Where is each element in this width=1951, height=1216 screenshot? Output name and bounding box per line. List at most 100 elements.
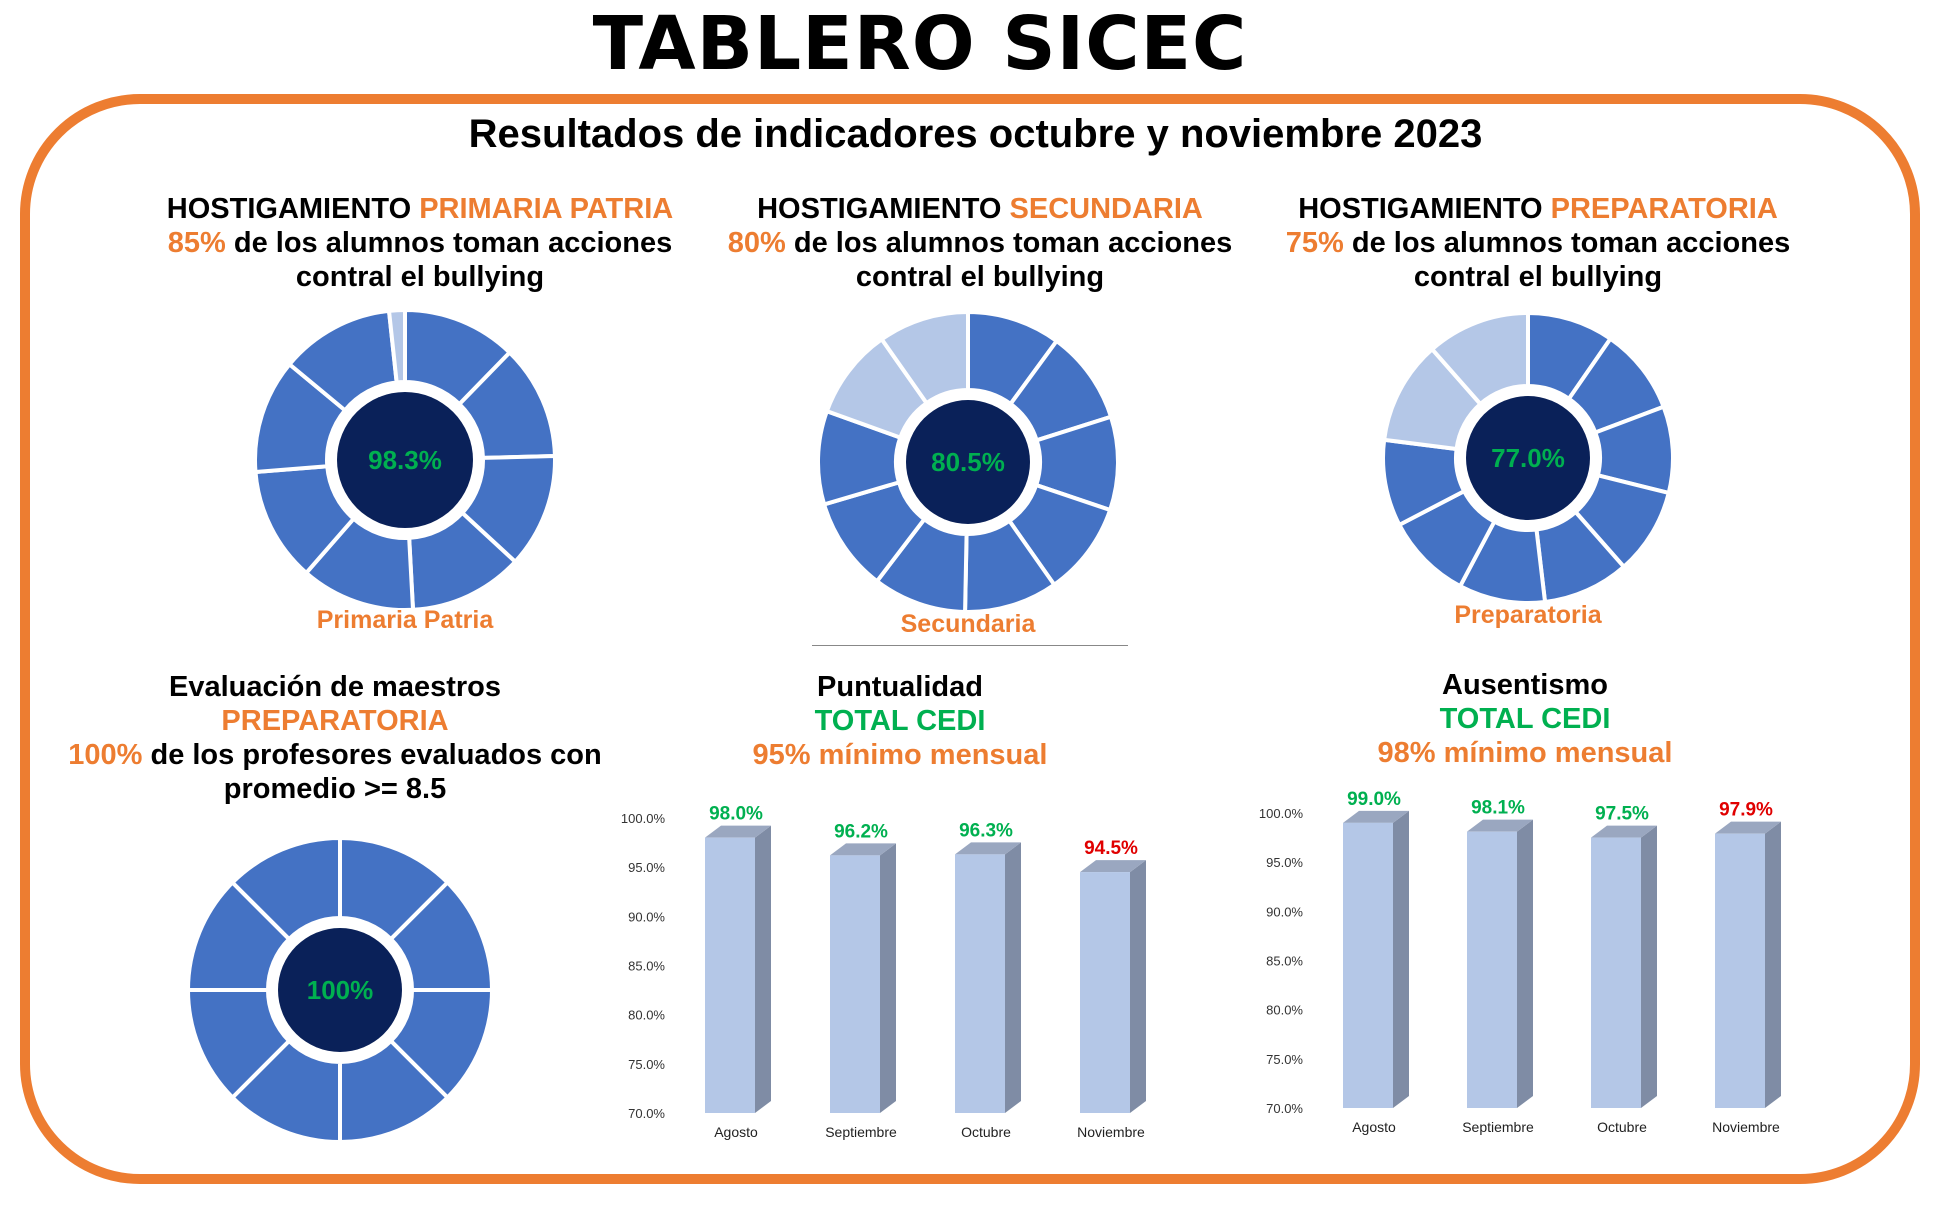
preparatoria-heading: HOSTIGAMIENTO: [1298, 193, 1551, 225]
donut-segment: [229, 835, 342, 942]
preparatoria-text: de los alumnos toman acciones: [1343, 227, 1791, 259]
bar-top: [1467, 819, 1533, 832]
dashboard-frame: [20, 94, 1920, 1184]
donut-center: [278, 928, 402, 1052]
data-label: 98.0%: [709, 804, 763, 825]
donut-remaining-segment: [386, 307, 407, 385]
donut-label: Primaria Patria: [317, 606, 495, 634]
donut-center: [337, 392, 473, 528]
maestros-heading-accent: PREPARATORIA: [221, 705, 449, 737]
secundaria-donut: 80.5% Secundaria: [816, 309, 1120, 638]
preparatoria-text-2: contral el bullying: [1413, 261, 1663, 293]
puntualidad-subheading: TOTAL CEDI: [814, 705, 986, 737]
y-tick-label: 90.0%: [628, 909, 665, 924]
bar-side: [1641, 825, 1657, 1108]
bar: [1343, 822, 1393, 1108]
y-tick-label: 85.0%: [1266, 954, 1303, 969]
data-label: 96.3%: [959, 820, 1013, 841]
preparatoria-heading-accent: PREPARATORIA: [1550, 193, 1778, 225]
data-label: 96.2%: [834, 821, 888, 842]
secundaria-heading-accent: SECUNDARIA: [1009, 193, 1203, 225]
y-tick-label: 75.0%: [628, 1057, 665, 1072]
secundaria-text-2: contral el bullying: [855, 261, 1105, 293]
bar-side: [880, 843, 896, 1113]
primaria-text: de los alumnos toman acciones: [225, 227, 673, 259]
bar: [1591, 837, 1641, 1108]
bar-side: [1765, 821, 1781, 1108]
y-tick-label: 90.0%: [1266, 904, 1303, 919]
bar-top: [705, 825, 771, 838]
ausentismo-subheading: TOTAL CEDI: [1439, 703, 1611, 735]
preparatoria-pct: 75%: [1285, 227, 1344, 259]
y-tick-label: 95.0%: [1266, 855, 1303, 870]
maestros-donut: 100%: [185, 835, 495, 1145]
maestros-title: Evaluación de maestros PREPARATORIA 100%…: [50, 670, 620, 806]
maestros-text-2: promedio >= 8.5: [223, 773, 447, 805]
bar-top: [1343, 810, 1409, 823]
donut-remaining-segment: [878, 309, 970, 406]
bar-top: [1715, 821, 1781, 834]
donut-label: Preparatoria: [1454, 601, 1602, 629]
data-label: 97.5%: [1595, 804, 1649, 825]
primaria-heading-accent: PRIMARIA PATRIA: [419, 193, 674, 225]
puntualidad-target: 95% mínimo mensual: [752, 739, 1048, 771]
x-tick-label: Septiembre: [1462, 1119, 1534, 1135]
puntualidad-title: Puntualidad TOTAL CEDI 95% mínimo mensua…: [650, 670, 1150, 772]
maestros-text: de los profesores evaluados con: [142, 739, 602, 771]
x-tick-label: Noviembre: [1712, 1119, 1780, 1135]
bar-side: [755, 825, 771, 1113]
x-tick-label: Septiembre: [825, 1124, 897, 1140]
y-tick-label: 70.0%: [1266, 1101, 1303, 1116]
donut-label: Secundaria: [901, 610, 1037, 638]
secundaria-title: HOSTIGAMIENTO SECUNDARIA 80% de los alum…: [700, 192, 1260, 294]
y-tick-label: 100.0%: [621, 811, 666, 826]
bar: [705, 837, 755, 1113]
bar-side: [1393, 810, 1409, 1108]
data-label: 97.9%: [1719, 800, 1773, 821]
maestros-heading: Evaluación de maestros: [168, 671, 502, 703]
donut-center-value: 98.3%: [368, 445, 442, 475]
bar: [1080, 872, 1130, 1113]
bar-top: [1591, 825, 1657, 838]
y-tick-label: 95.0%: [628, 860, 665, 875]
bar-top: [1080, 860, 1146, 873]
ausentismo-target: 98% mínimo mensual: [1377, 737, 1673, 769]
ausentismo-title: Ausentismo TOTAL CEDI 98% mínimo mensual: [1275, 668, 1775, 770]
data-label: 99.0%: [1347, 789, 1401, 810]
page-title: TABLERO SICEC: [592, 1, 1248, 87]
donut-center-value: 80.5%: [931, 447, 1005, 477]
puntualidad-chart: 70.0% 75.0% 80.0% 85.0% 90.0% 95.0% 100.0% 98.0…: [621, 804, 1146, 1140]
bar: [955, 854, 1005, 1113]
bar: [830, 855, 880, 1113]
y-tick-label: 75.0%: [1266, 1052, 1303, 1067]
secundaria-text: de los alumnos toman acciones: [785, 227, 1233, 259]
secundaria-pct: 80%: [727, 227, 786, 259]
puntualidad-heading: Puntualidad: [817, 671, 983, 703]
donut-center-value: 100%: [307, 975, 374, 1005]
preparatoria-donut: 77.0% Preparatoria: [1381, 310, 1675, 629]
y-tick-label: 85.0%: [628, 959, 665, 974]
dashboard-subtitle: Resultados de indicadores octubre y novi…: [468, 112, 1483, 156]
donut-center: [1466, 396, 1590, 520]
donut-remaining-segment: [1429, 310, 1530, 407]
primaria-title: HOSTIGAMIENTO PRIMARIA PATRIA 85% de los…: [140, 192, 700, 294]
donut-center-value: 77.0%: [1491, 443, 1565, 473]
x-tick-label: Agosto: [1352, 1119, 1396, 1135]
primaria-text-2: contral el bullying: [295, 261, 545, 293]
bar: [1467, 831, 1517, 1108]
primaria-heading: HOSTIGAMIENTO: [166, 193, 420, 225]
ausentismo-chart: 70.0% 75.0% 80.0% 85.0% 90.0% 95.0% 100.0% 99.0…: [1259, 789, 1781, 1135]
separator-line: [812, 645, 1128, 646]
primaria-pct: 85%: [167, 227, 226, 259]
bar-side: [1130, 860, 1146, 1113]
bar: [1715, 833, 1765, 1108]
preparatoria-title: HOSTIGAMIENTO PREPARATORIA 75% de los al…: [1258, 192, 1818, 294]
x-tick-label: Octubre: [1597, 1119, 1647, 1135]
maestros-pct: 100%: [68, 739, 143, 771]
bar-side: [1005, 842, 1021, 1113]
y-tick-label: 80.0%: [1266, 1003, 1303, 1018]
bar-top: [955, 842, 1021, 855]
x-tick-label: Noviembre: [1077, 1124, 1145, 1140]
bar-side: [1517, 819, 1533, 1108]
y-tick-label: 100.0%: [1259, 806, 1304, 821]
